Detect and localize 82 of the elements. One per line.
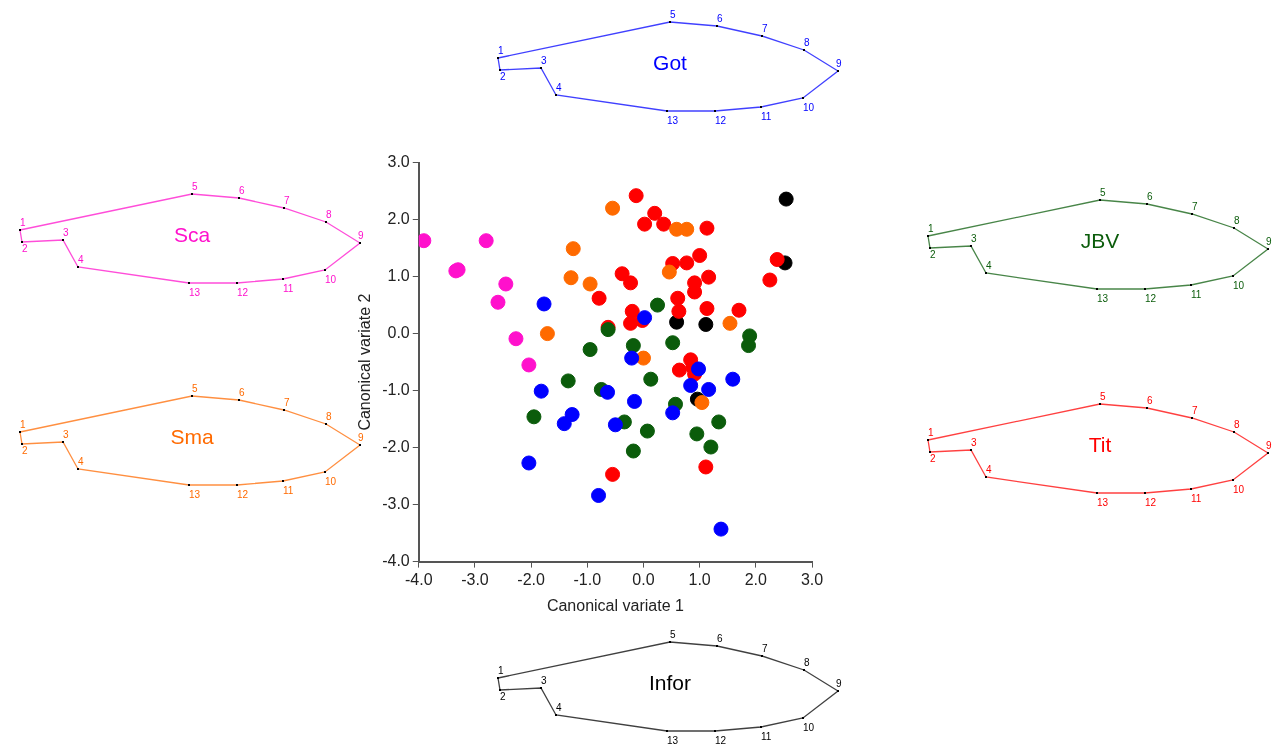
- y-tick-label: 3.0: [387, 153, 410, 171]
- point: [725, 371, 741, 387]
- x-tick-label: -1.0: [573, 570, 602, 588]
- point: [607, 417, 623, 433]
- y-tick-label: 2.0: [387, 210, 410, 228]
- point: [701, 269, 717, 285]
- point: [637, 216, 653, 232]
- point: [605, 200, 621, 216]
- y-tick-label: 0.0: [387, 324, 410, 342]
- point: [418, 233, 432, 249]
- point: [536, 296, 552, 312]
- point: [661, 264, 677, 280]
- point: [701, 381, 717, 397]
- point: [698, 316, 714, 332]
- x-tick-label: -4.0: [404, 570, 433, 588]
- point: [490, 294, 506, 310]
- point: [699, 220, 715, 236]
- point: [556, 416, 572, 432]
- point: [560, 373, 576, 389]
- y-tick-label: -2.0: [382, 438, 410, 456]
- point: [539, 326, 555, 342]
- point: [698, 459, 714, 475]
- point: [762, 272, 778, 288]
- point: [665, 335, 681, 351]
- point: [656, 216, 672, 232]
- point: [498, 276, 514, 292]
- point: [521, 357, 537, 373]
- point: [628, 188, 644, 204]
- point: [731, 302, 747, 318]
- point: [591, 487, 607, 503]
- point: [778, 191, 794, 207]
- y-tick-label: -4.0: [382, 552, 410, 570]
- y-tick-label: 1.0: [387, 267, 410, 285]
- point: [769, 252, 785, 267]
- point: [741, 338, 757, 354]
- point: [711, 414, 727, 430]
- x-tick-label: 3.0: [800, 570, 824, 588]
- point: [639, 423, 655, 439]
- point: [683, 377, 699, 393]
- point: [533, 383, 549, 399]
- y-tick-label: -1.0: [382, 381, 410, 399]
- point: [694, 395, 710, 411]
- point: [508, 331, 524, 347]
- point: [625, 443, 641, 459]
- x-tick-label: 2.0: [744, 570, 768, 588]
- point: [713, 521, 729, 537]
- point: [614, 266, 630, 282]
- point: [647, 205, 663, 221]
- point: [650, 297, 666, 313]
- point: [591, 290, 607, 306]
- point: [625, 338, 641, 354]
- point: [722, 315, 738, 331]
- point: [671, 303, 687, 319]
- x-tick-label: 0.0: [632, 570, 655, 588]
- point: [689, 426, 705, 442]
- x-axis-title: Canonical variate 1: [546, 596, 684, 614]
- point: [526, 409, 542, 425]
- point: [605, 466, 621, 482]
- point: [600, 384, 616, 400]
- point: [670, 290, 686, 306]
- point: [643, 371, 659, 387]
- point: [665, 405, 681, 421]
- point: [565, 241, 581, 257]
- x-tick-label: 1.0: [688, 570, 711, 588]
- point: [624, 350, 640, 366]
- point: [521, 455, 537, 471]
- point: [582, 276, 598, 292]
- point: [691, 361, 707, 377]
- point: [623, 275, 639, 291]
- x-tick-label: -2.0: [517, 570, 545, 588]
- point: [703, 439, 719, 455]
- point: [563, 270, 579, 286]
- point: [679, 255, 695, 271]
- point: [679, 221, 695, 237]
- point: [671, 362, 687, 378]
- point: [699, 301, 715, 317]
- x-tick-label: -3.0: [461, 570, 489, 588]
- point: [692, 248, 708, 264]
- point: [582, 342, 598, 358]
- point: [478, 233, 494, 249]
- point: [626, 393, 642, 409]
- y-tick-label: -3.0: [382, 495, 410, 513]
